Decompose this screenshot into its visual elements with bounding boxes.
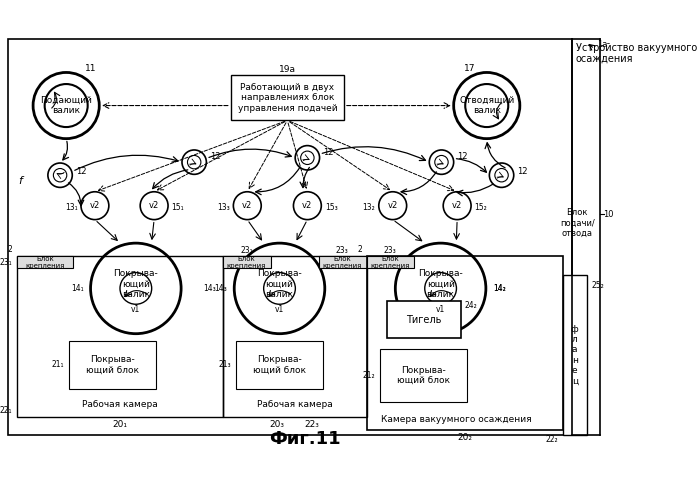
Text: 23₁: 23₁ [240,246,253,255]
Text: Работающий в двух
направлениях блок
управления подачей: Работающий в двух направлениях блок упра… [238,83,337,113]
Text: Тигель: Тигель [406,315,441,325]
Text: Покрыва-
ющий
валик: Покрыва- ющий валик [418,269,463,299]
Circle shape [429,150,454,174]
Circle shape [489,163,514,187]
Text: Рабочая камера: Рабочая камера [257,400,333,409]
Circle shape [379,192,407,220]
Text: Блок
подачи/
отвода: Блок подачи/ отвода [560,208,595,238]
Text: Подающий
валик: Подающий валик [41,96,92,115]
Text: f: f [18,176,22,186]
Circle shape [81,192,109,220]
Text: 15₁: 15₁ [171,203,184,212]
Text: 12: 12 [210,152,220,162]
Circle shape [140,192,168,220]
Text: 22₃: 22₃ [305,420,319,429]
Text: 20₂: 20₂ [457,433,472,442]
Circle shape [454,72,520,139]
Bar [387,302,461,338]
Text: 14₂: 14₂ [493,284,505,293]
Text: 14₂: 14₂ [493,284,505,293]
Text: ф
л
а
н
е
ц: ф л а н е ц [571,325,579,386]
Bar [563,275,587,435]
Text: 13₂: 13₂ [363,203,375,212]
Text: v2: v2 [89,201,100,210]
Circle shape [396,243,486,334]
Circle shape [48,163,72,187]
Text: 10: 10 [603,210,614,219]
Text: 23₃: 23₃ [336,246,349,255]
Text: Блок
крепления: Блок крепления [370,256,410,269]
Text: 21₁: 21₁ [52,360,64,369]
Text: 14₃: 14₃ [215,284,227,293]
Text: Рабочая камера: Рабочая камера [82,400,157,409]
Text: 20₁: 20₁ [113,420,127,429]
Text: Покрыва-
ющий
валик: Покрыва- ющий валик [257,269,302,299]
Text: 12: 12 [323,148,333,157]
Bar [380,349,467,402]
Text: Покрыва-
ющий блок: Покрыва- ющий блок [397,366,449,385]
Text: v1: v1 [436,305,445,314]
Bar [69,341,156,388]
Text: v2: v2 [452,201,462,210]
Text: 20₃: 20₃ [270,420,284,429]
Text: v2: v2 [302,201,312,210]
Circle shape [234,243,325,334]
Text: Устройство вакуумного
осаждения: Устройство вакуумного осаждения [575,42,697,64]
Text: 17: 17 [463,64,475,74]
Circle shape [233,192,261,220]
Bar [236,341,323,388]
Text: 23₁: 23₁ [0,258,12,267]
Text: 21₂: 21₂ [363,371,375,380]
Bar [223,256,366,417]
Text: 2: 2 [357,244,362,254]
Text: Блок
крепления: Блок крепления [226,256,266,269]
Text: Отводящий
валик: Отводящий валик [459,96,514,115]
Circle shape [91,243,181,334]
Text: 21₃: 21₃ [219,360,231,369]
Text: 23₃: 23₃ [384,246,396,255]
Text: v2: v2 [387,201,398,210]
Text: Фиг.11: Фиг.11 [269,430,340,448]
Text: 13₃: 13₃ [217,203,230,212]
Text: Покрыва-
ющий блок: Покрыва- ющий блок [253,355,306,374]
Text: 15₂: 15₂ [475,203,487,212]
Text: v1: v1 [275,305,284,314]
Text: 24₂: 24₂ [465,301,477,310]
Text: 14₃: 14₃ [203,284,216,293]
Bar [17,256,73,268]
Bar [17,256,223,417]
Text: 12: 12 [457,152,468,162]
Text: Камера вакуумного осаждения: Камера вакуумного осаждения [380,415,531,425]
Text: 15₃: 15₃ [325,203,338,212]
Bar [366,256,415,268]
Text: v1: v1 [131,305,140,314]
Circle shape [33,72,99,139]
Bar [223,256,271,268]
Text: Покрыва-
ющий блок: Покрыва- ющий блок [86,355,139,374]
Text: Блок
крепления: Блок крепления [25,256,64,269]
Text: Покрыва-
ющий
валик: Покрыва- ющий валик [113,269,158,299]
Text: v2: v2 [149,201,159,210]
Circle shape [182,150,206,174]
Text: 1а: 1а [598,40,607,49]
Text: 22₂: 22₂ [545,434,559,444]
Bar [319,256,366,268]
Circle shape [294,192,322,220]
Bar [231,75,344,121]
Text: 11: 11 [85,64,97,74]
Text: 12: 12 [75,167,86,176]
Text: 14₁: 14₁ [71,284,84,293]
Text: Блок
крепления: Блок крепления [322,256,362,269]
Text: 19а: 19а [279,65,296,74]
Text: 13₁: 13₁ [65,203,78,212]
Text: 22₁: 22₁ [0,406,12,415]
Text: 2: 2 [8,244,12,254]
Circle shape [295,145,319,170]
Text: 25₂: 25₂ [591,281,604,290]
Circle shape [443,192,471,220]
Text: 12: 12 [517,167,528,176]
Bar [366,256,563,430]
Text: v2: v2 [242,201,252,210]
